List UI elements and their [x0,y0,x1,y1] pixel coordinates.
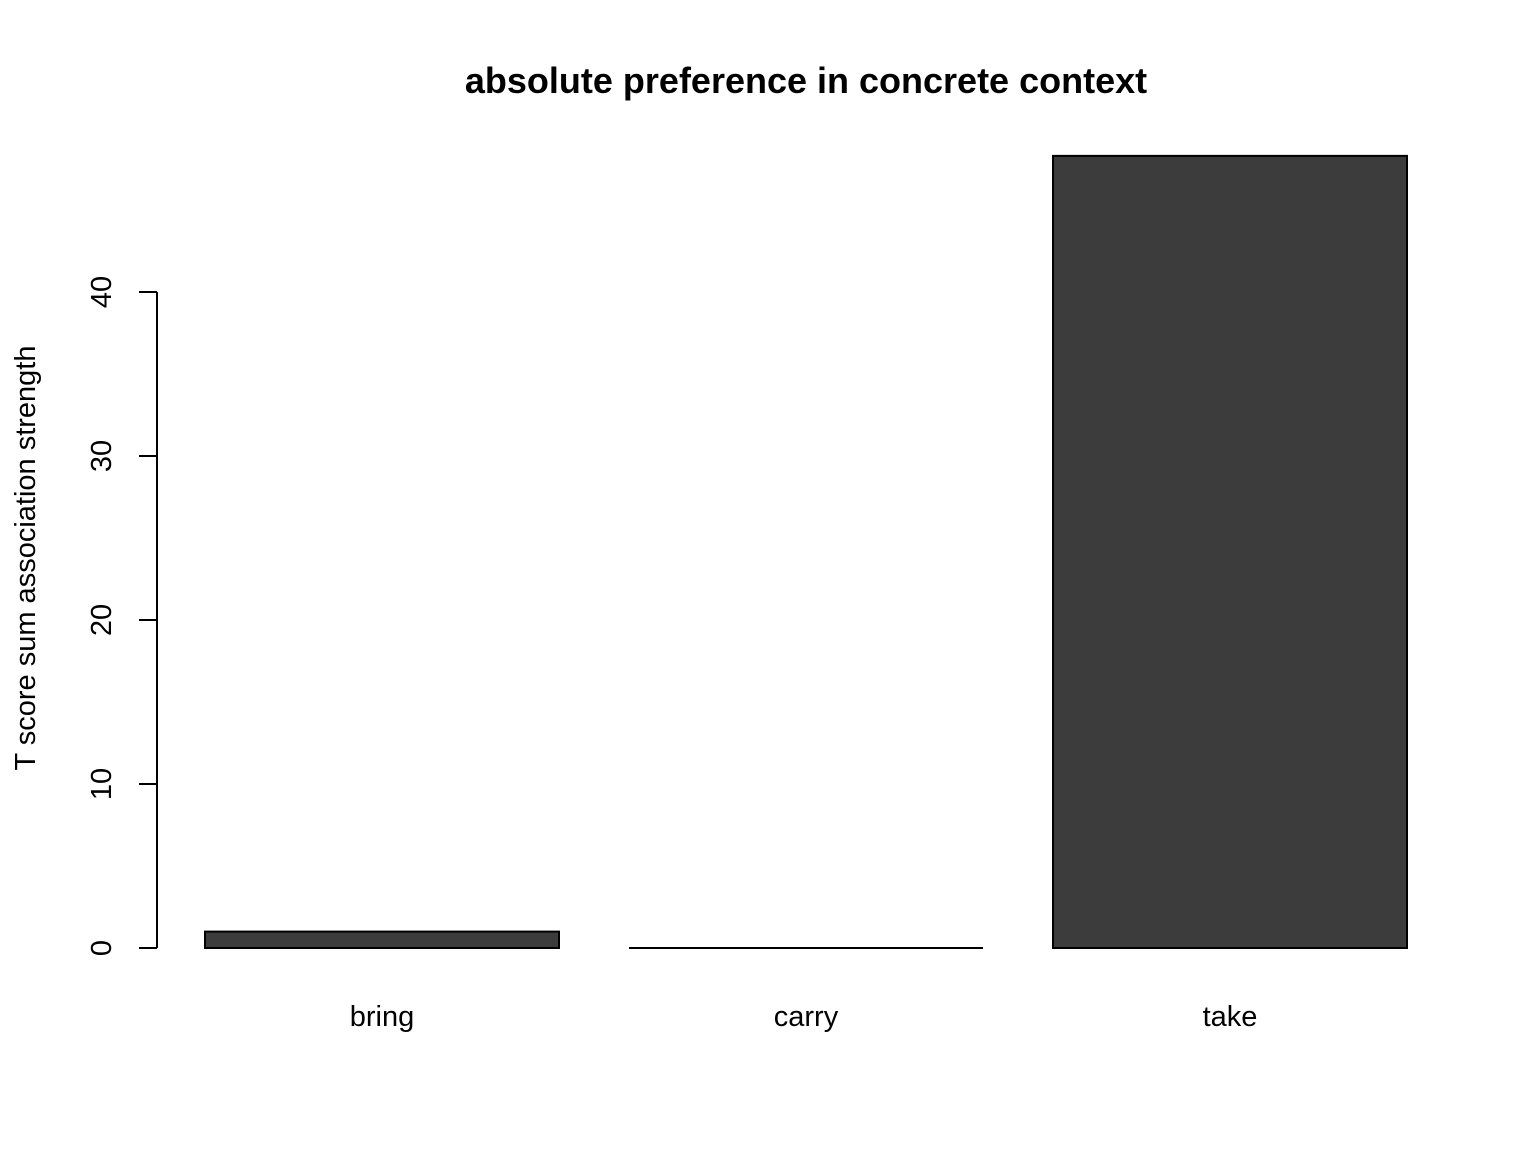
y-axis: 0 10 20 30 40 [86,276,158,956]
bars-group [204,154,1408,949]
y-tick-label: 20 [86,604,118,636]
x-tick-label: carry [774,1001,839,1033]
y-tick-label: 30 [86,440,118,472]
x-tick-label: take [1203,1001,1258,1033]
y-tick-label: 0 [86,940,118,956]
chart-title: absolute preference in concrete context [465,60,1147,101]
bar-take [1052,154,1408,949]
y-tick-label: 40 [86,276,118,308]
x-tick-label: bring [350,1001,415,1033]
y-axis-label: T score sum association strength [10,346,42,771]
x-axis-tick-labels: bring carry take [350,1001,1258,1033]
bar-bring [204,930,560,949]
y-tick-label: 10 [86,768,118,800]
